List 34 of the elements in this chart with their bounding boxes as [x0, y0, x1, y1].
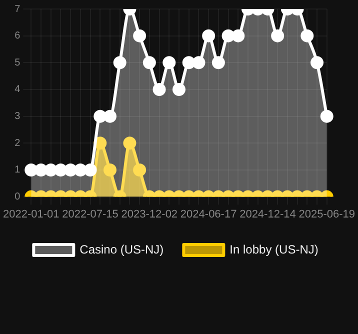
point [232, 29, 245, 42]
point [271, 29, 284, 42]
y-tick-label: 7 [14, 4, 21, 15]
point [162, 56, 176, 70]
point [182, 56, 196, 70]
y-tick-label: 6 [14, 30, 21, 42]
x-tick-label: 2023-12-02 [121, 208, 178, 220]
y-tick-label: 2 [14, 138, 21, 149]
legend-label: Casino (US-NJ) [80, 242, 164, 256]
y-tick-label: 3 [14, 111, 21, 122]
point [320, 110, 334, 123]
x-tick-label: 2022-07-15 [62, 208, 118, 220]
point [202, 29, 216, 42]
x-tick-label: 2024-06-17 [180, 208, 237, 220]
y-tick-label: 4 [14, 84, 21, 96]
x-tick-label: 2024-12-14 [240, 208, 296, 220]
point [142, 56, 156, 70]
point [310, 56, 324, 70]
point [172, 82, 186, 96]
point [94, 110, 107, 123]
y-tick-label: 0 [14, 192, 21, 203]
point [133, 29, 146, 42]
y-tick-label: 5 [14, 57, 21, 68]
point [300, 29, 314, 42]
legend-label: In lobby (US-NJ) [230, 242, 318, 256]
point [222, 29, 235, 42]
y-tick-label: 1 [14, 164, 21, 176]
x-tick-label: 2022-01-01 [2, 208, 60, 220]
point [212, 56, 225, 70]
x-tick-label: 2025-06-19 [298, 208, 356, 220]
point [192, 56, 206, 70]
point [152, 82, 166, 96]
point [113, 56, 126, 70]
point [103, 110, 116, 123]
